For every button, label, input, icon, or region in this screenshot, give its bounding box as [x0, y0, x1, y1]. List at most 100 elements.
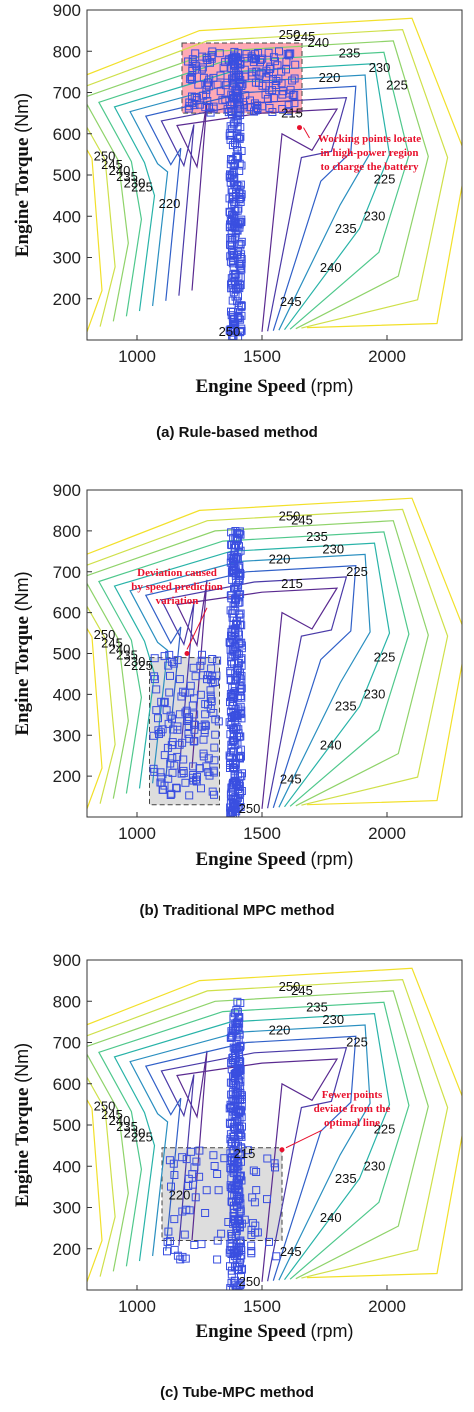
data-point	[265, 1237, 273, 1246]
data-point	[160, 652, 169, 661]
data-point	[225, 718, 234, 727]
contour-label: 245	[294, 29, 316, 44]
data-point	[270, 1159, 279, 1168]
data-point	[286, 49, 295, 58]
data-point	[228, 650, 237, 659]
contour-label: 235	[335, 221, 357, 236]
data-point	[175, 675, 184, 684]
y-axis-label: Engine Torque (Nm)	[12, 571, 33, 735]
plot-area: 2502452402352302252152202252302352452502…	[87, 497, 462, 817]
data-point	[274, 74, 283, 83]
data-point	[229, 1212, 238, 1220]
x-tick-label: 1500	[243, 824, 281, 843]
data-point	[215, 49, 224, 58]
data-point	[150, 672, 159, 681]
data-point	[229, 53, 238, 62]
data-point	[236, 132, 245, 141]
data-point	[233, 1191, 242, 1200]
x-axis-title: Engine Speed	[195, 376, 310, 397]
data-point	[236, 999, 245, 1007]
data-point	[231, 1107, 240, 1116]
data-point	[166, 791, 175, 799]
data-point	[160, 698, 169, 707]
annotation-text: by speed prediction	[131, 581, 222, 593]
data-point	[241, 72, 250, 81]
data-point	[290, 74, 299, 83]
y-axis-label: Engine Torque (Nm)	[12, 93, 33, 257]
data-point	[236, 754, 244, 763]
data-point	[235, 1045, 243, 1054]
contour-label: 225	[131, 1130, 153, 1145]
y-axis-unit: (Nm)	[12, 571, 32, 611]
data-point	[213, 656, 222, 665]
data-point	[237, 685, 246, 694]
data-point	[231, 323, 240, 332]
annotation-text: optimal line	[324, 1117, 380, 1129]
contour-line	[98, 531, 410, 807]
data-point	[179, 755, 188, 764]
data-point	[190, 710, 199, 719]
data-point	[209, 102, 218, 111]
data-point	[236, 1237, 244, 1246]
panel-caption: (c) Tube-MPC method	[160, 1384, 314, 1401]
annotation-text: deviate from the	[314, 1103, 391, 1115]
data-point	[227, 280, 235, 289]
contour-label: 245	[291, 983, 313, 998]
contour-line	[87, 520, 429, 807]
data-point	[190, 736, 199, 745]
data-point	[203, 56, 212, 64]
data-point	[209, 73, 218, 82]
y-tick-label: 200	[53, 767, 81, 786]
data-point	[204, 754, 213, 763]
data-point	[176, 1255, 185, 1264]
contour-label: 225	[131, 658, 153, 673]
contour-label: 225	[374, 650, 396, 665]
data-point	[158, 725, 167, 734]
data-point	[233, 1181, 242, 1190]
data-point	[233, 1167, 242, 1176]
data-point	[263, 1195, 271, 1204]
contour-line	[176, 579, 339, 809]
data-point	[227, 594, 236, 603]
data-point	[227, 552, 236, 561]
data-point	[190, 1163, 199, 1172]
data-point	[232, 619, 240, 628]
data-point	[227, 1197, 236, 1206]
data-point	[252, 1186, 261, 1195]
data-point	[167, 1182, 175, 1191]
data-point	[201, 721, 210, 730]
data-point	[173, 722, 182, 731]
contour-line	[129, 553, 371, 808]
data-point	[236, 1124, 245, 1133]
contour-line	[87, 978, 449, 1279]
data-point	[211, 730, 220, 739]
data-point	[231, 270, 239, 279]
y-tick-label: 400	[53, 207, 81, 226]
data-point	[234, 598, 243, 607]
data-point	[227, 713, 236, 721]
data-point	[271, 1163, 279, 1172]
data-point	[249, 1166, 258, 1175]
contour-line	[144, 1035, 357, 1281]
data-point	[227, 1279, 236, 1287]
data-point	[167, 789, 176, 798]
contour-label: 245	[280, 1244, 302, 1259]
contour-label: 225	[386, 78, 408, 93]
data-point	[233, 1017, 242, 1026]
data-point	[166, 671, 174, 680]
y-tick-label: 600	[53, 604, 81, 623]
data-point	[213, 1170, 222, 1178]
data-point	[247, 1241, 256, 1250]
data-point	[232, 1224, 241, 1233]
contour-label: 220	[319, 70, 341, 85]
data-point	[184, 1182, 193, 1190]
data-point	[227, 130, 236, 139]
data-point	[228, 563, 237, 572]
contour-label: 240	[307, 35, 329, 50]
data-point	[179, 687, 188, 696]
data-point	[163, 1237, 172, 1246]
data-point	[205, 75, 214, 84]
data-point	[198, 650, 206, 659]
contour-label: 245	[280, 294, 302, 309]
data-point	[165, 650, 174, 659]
